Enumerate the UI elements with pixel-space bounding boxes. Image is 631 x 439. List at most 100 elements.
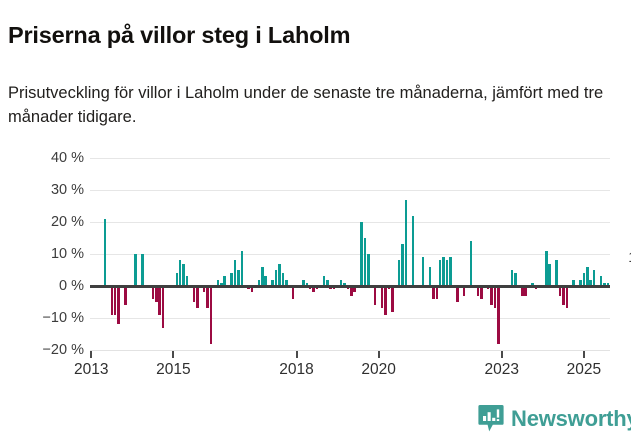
chart-bar [531, 282, 534, 286]
chart-bar [182, 263, 185, 286]
chart-bar [480, 286, 483, 299]
x-axis-tick-label: 2013 [74, 361, 109, 378]
chart-bar [178, 260, 182, 286]
chart-bar [271, 279, 274, 286]
chart-bar [124, 286, 127, 306]
x-axis-tick-label: 2018 [279, 361, 314, 378]
chart-bar [209, 286, 213, 344]
chart-bar [250, 286, 254, 293]
chart-bar [350, 286, 353, 296]
chart-bar [110, 286, 114, 315]
chart-bar [514, 273, 517, 286]
chart-bar [134, 254, 137, 286]
chart-bar [397, 260, 401, 286]
chart-bar [278, 263, 281, 286]
chart-bar [493, 286, 497, 309]
zero-axis-line [90, 285, 610, 288]
chart-bar [404, 199, 408, 286]
chart-bar [363, 238, 367, 286]
chart-bar [384, 286, 387, 315]
chart-bar [281, 273, 285, 286]
chart-bar [521, 286, 524, 296]
chart-bar [456, 286, 459, 302]
x-axis-line [90, 350, 610, 351]
chart-bar [469, 241, 473, 286]
grid-line [90, 222, 610, 223]
logo-wordmark: Newsworthy [511, 406, 631, 431]
grid-line [90, 190, 610, 191]
chart-bar [606, 282, 610, 286]
chart-bar [586, 266, 589, 286]
chart-bar [401, 244, 404, 286]
chart-bar [558, 286, 562, 296]
x-axis-tick-mark [90, 351, 93, 358]
chart-bar [202, 286, 206, 293]
chart-bar [510, 270, 514, 286]
chart-bar [476, 286, 480, 296]
chart-bar [565, 286, 569, 309]
chart-bar [603, 282, 606, 286]
chart-bar [545, 250, 548, 286]
y-axis-tick-label: −10 % [42, 309, 84, 326]
chart-bar [497, 286, 500, 344]
chart-bar [548, 263, 551, 286]
chart-plot-area [90, 158, 610, 351]
x-axis-tick-mark [377, 351, 380, 358]
chart-bar [438, 260, 442, 286]
chart-bar [360, 222, 363, 286]
x-axis-tick-mark [172, 351, 175, 358]
newsworthy-logo[interactable]: Newsworthy [478, 404, 631, 434]
chart-bar [572, 279, 575, 286]
chart-bar [380, 286, 384, 309]
chart-bar [555, 260, 558, 286]
chart-bar [220, 282, 223, 286]
x-axis-tick-mark [500, 351, 503, 358]
grid-line [90, 254, 610, 255]
chart-bar [432, 286, 435, 299]
chart-bar [240, 250, 244, 286]
chart-bar [326, 279, 329, 286]
y-axis-tick-label: 40 % [50, 149, 84, 166]
chart-bar [490, 286, 493, 306]
chart-bar [216, 279, 220, 286]
chart-bar [435, 286, 439, 299]
grid-line [90, 318, 610, 319]
chart-bar [391, 286, 394, 312]
y-axis-tick-label: 30 % [50, 181, 84, 198]
chart-bar [141, 254, 144, 286]
chart-bar [322, 276, 326, 286]
chart-bar [113, 286, 117, 315]
page-title: Priserna på villor steg i Laholm [8, 21, 351, 48]
chart-bar [367, 254, 370, 286]
page-subtitle: Prisutveckling för villor i Laholm under… [8, 83, 604, 127]
chart-bar [582, 273, 586, 286]
chart-bar [158, 286, 161, 315]
chart-bar [155, 286, 158, 302]
chart-bar [421, 257, 425, 286]
chart-bar [223, 276, 226, 286]
chart-bar [305, 282, 309, 286]
x-axis-tick-mark [295, 351, 298, 358]
y-axis-tick-label: −20 % [42, 341, 84, 358]
y-axis-tick-label: 0 % [59, 277, 84, 294]
chart-bar [562, 286, 565, 306]
chart-bar [117, 286, 120, 325]
y-axis-tick-label: 20 % [50, 213, 84, 230]
chart-bar [274, 270, 278, 286]
chart-bar [161, 286, 165, 328]
chart-bar [237, 270, 240, 286]
x-axis-tick-mark [582, 351, 585, 358]
chart-bar [103, 218, 107, 286]
chart-bar [151, 286, 155, 299]
chart-bar [411, 215, 415, 286]
x-axis-tick-label: 2015 [156, 361, 191, 378]
chart-bar [445, 260, 449, 286]
bar-chart: 2013 2015 2018 2020 2023 2025 40 % 30 % 20 % 10 … [0, 145, 631, 395]
last-value-label: 1 % [628, 249, 631, 266]
chart-bar [339, 279, 343, 286]
x-axis-tick-label: 2020 [361, 361, 396, 378]
chart-bar [264, 276, 267, 286]
chart-bar [373, 286, 377, 306]
chart-bar [175, 273, 179, 286]
